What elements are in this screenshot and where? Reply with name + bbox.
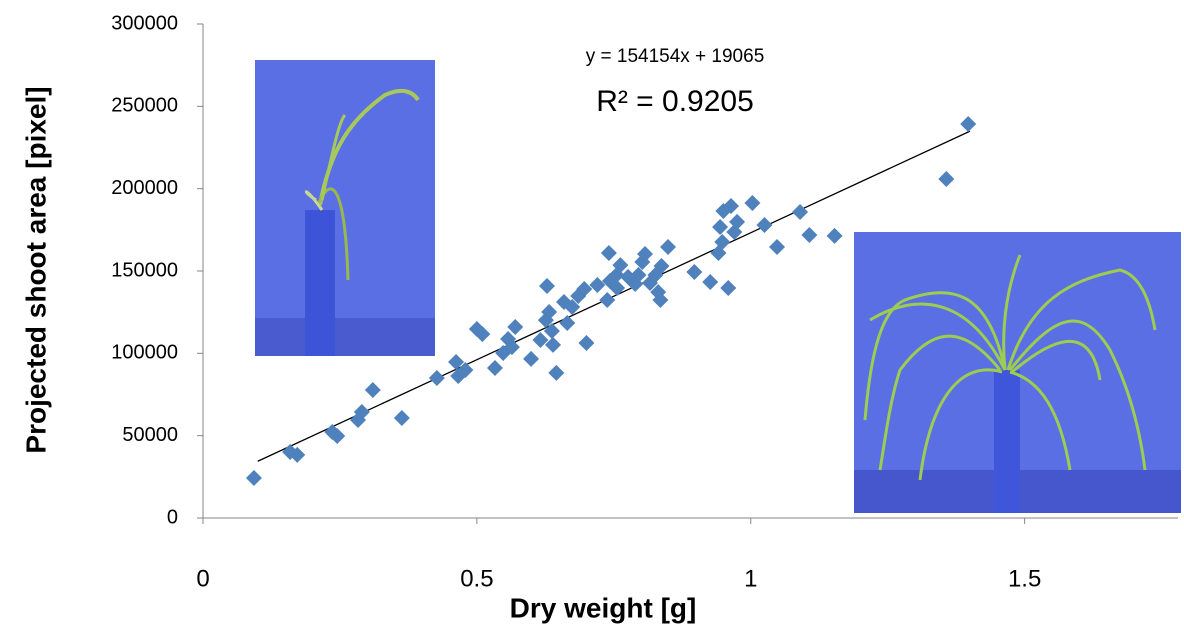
data-point bbox=[503, 339, 520, 356]
data-point bbox=[541, 304, 558, 321]
data-point bbox=[507, 318, 524, 335]
data-point bbox=[723, 197, 740, 214]
x-axis-label: Dry weight [g] bbox=[510, 592, 697, 623]
photos bbox=[255, 60, 1181, 513]
x-tick-label: 0.5 bbox=[460, 565, 493, 592]
photo-small-plant bbox=[255, 60, 435, 356]
data-point bbox=[801, 226, 818, 243]
y-axis-label: Projected shoot area [pixel] bbox=[20, 86, 51, 453]
y-tick-label: 200000 bbox=[111, 177, 178, 199]
y-tick-label: 50000 bbox=[122, 424, 178, 446]
data-point bbox=[589, 276, 606, 293]
trend-equation: y = 154154x + 19065 bbox=[586, 46, 765, 67]
r-squared: R² = 0.9205 bbox=[596, 85, 754, 118]
data-point bbox=[457, 361, 474, 378]
data-point bbox=[600, 245, 617, 262]
data-point bbox=[756, 217, 773, 234]
data-point bbox=[744, 194, 761, 211]
x-tick-label: 1.5 bbox=[1008, 565, 1041, 592]
data-point bbox=[686, 263, 703, 280]
data-point bbox=[792, 204, 809, 221]
data-point bbox=[353, 403, 370, 420]
data-point bbox=[545, 336, 562, 353]
y-tick-label: 300000 bbox=[111, 12, 178, 34]
data-point bbox=[245, 469, 262, 486]
data-point bbox=[720, 279, 737, 296]
data-point bbox=[609, 279, 626, 296]
data-point bbox=[938, 170, 955, 187]
data-point bbox=[576, 280, 593, 297]
data-point bbox=[599, 291, 616, 308]
x-tick-label: 1 bbox=[744, 565, 757, 592]
data-point bbox=[652, 291, 669, 308]
data-point bbox=[486, 359, 503, 376]
data-point bbox=[729, 213, 746, 230]
data-point bbox=[712, 219, 729, 236]
data-point bbox=[826, 227, 843, 244]
data-point bbox=[538, 277, 555, 294]
y-tick-label: 250000 bbox=[111, 95, 178, 117]
data-point bbox=[523, 350, 540, 367]
y-tick-label: 0 bbox=[167, 506, 178, 528]
data-point bbox=[653, 258, 670, 275]
data-point bbox=[543, 322, 560, 339]
data-point bbox=[714, 234, 731, 251]
data-point bbox=[364, 382, 381, 399]
data-point bbox=[702, 274, 719, 291]
x-tick-label: 0 bbox=[196, 565, 209, 592]
data-point bbox=[769, 238, 786, 255]
data-point bbox=[960, 115, 977, 132]
trendline bbox=[257, 130, 971, 462]
data-point bbox=[637, 246, 654, 263]
data-point bbox=[630, 266, 647, 283]
data-point bbox=[660, 238, 677, 255]
photo-large-plant bbox=[854, 232, 1181, 513]
y-tick-label: 150000 bbox=[111, 259, 178, 281]
y-tick-label: 100000 bbox=[111, 342, 178, 364]
data-point bbox=[578, 334, 595, 351]
data-point bbox=[532, 331, 549, 348]
data-point bbox=[474, 326, 491, 343]
data-point bbox=[329, 427, 346, 444]
data-point bbox=[564, 299, 581, 316]
data-point bbox=[289, 446, 306, 463]
data-point bbox=[548, 364, 565, 381]
data-point bbox=[612, 257, 629, 274]
data-point bbox=[428, 370, 445, 387]
data-point bbox=[559, 315, 576, 332]
data-point bbox=[448, 354, 465, 371]
data-point bbox=[393, 410, 410, 427]
